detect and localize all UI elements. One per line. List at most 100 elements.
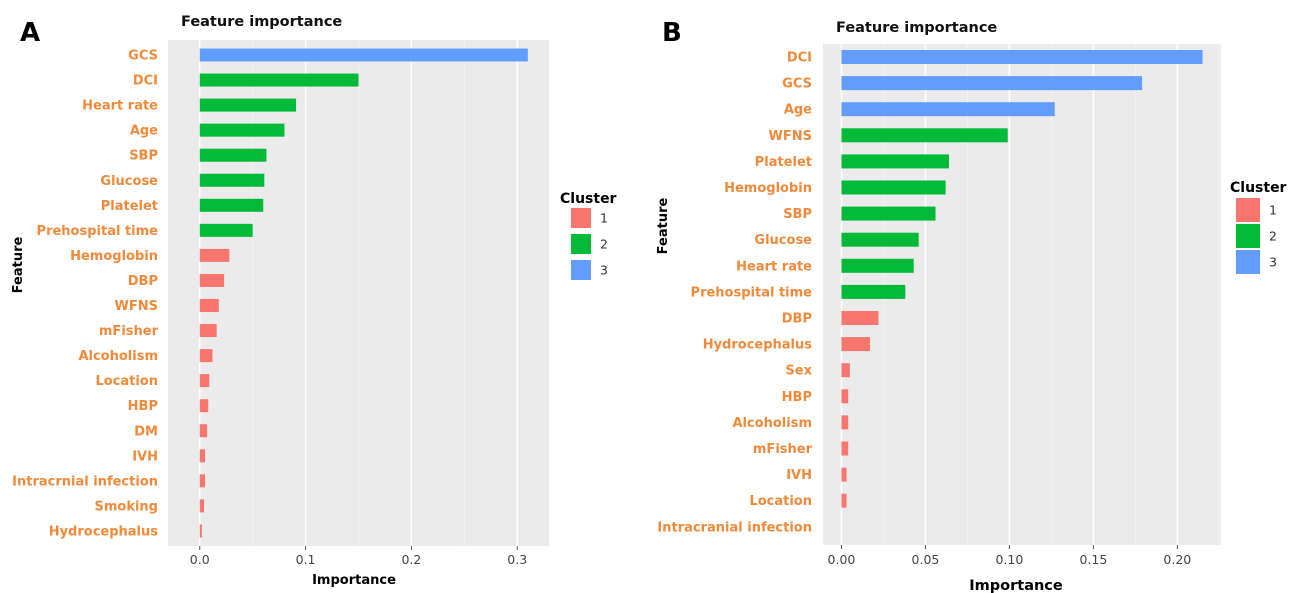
panel-a-legend-label: 1 (600, 211, 608, 226)
panel-b-x-axis-title: Importance (969, 578, 1063, 593)
panel-a-bar (199, 48, 528, 62)
panel-a-legend: Cluster 1 2 3 (560, 191, 617, 280)
panel-b-feature-label: WFNS (769, 129, 812, 144)
panel-b-feature-label: Location (749, 494, 812, 509)
panel-a-legend-swatch (571, 234, 591, 254)
panel-a-legend-title: Cluster (560, 191, 617, 207)
panel-a-feature-label: Platelet (101, 199, 158, 214)
panel-a-feature-label: DM (134, 424, 158, 439)
panel-b-feature-label: Hydrocephalus (703, 338, 813, 353)
panel-a-letter: A (20, 18, 40, 48)
panel-b-bar (841, 441, 849, 456)
panel-b-bar (841, 258, 914, 273)
panel-a: A Feature importance GCS DCI Heart rate Age… (11, 14, 617, 588)
panel-b-x-tick-label: 0.15 (1079, 552, 1107, 567)
panel-a-bar (199, 299, 219, 312)
panel-a-y-axis-title: Feature (11, 236, 26, 293)
panel-a-x-tick-label: 0.0 (190, 552, 210, 567)
panel-b-feature-label: Intracranial infection (657, 520, 812, 535)
panel-a-feature-label: Hemoglobin (70, 249, 158, 264)
panel-a-bar (199, 349, 213, 363)
panel-b-y-axis-title: Feature (656, 197, 671, 254)
panel-b-bars (841, 50, 1203, 508)
panel-b-feature-label: IVH (786, 468, 812, 483)
panel-b-bar (841, 180, 946, 195)
panel-a-feature-label: Age (130, 124, 158, 139)
panel-b-x-tick-label: 0.00 (828, 552, 856, 567)
panel-b-legend-label: 2 (1269, 229, 1277, 244)
panel-b-feature-label: Hemoglobin (724, 181, 812, 196)
panel-b-feature-label: HBP (782, 390, 812, 405)
panel-b-bar (841, 206, 936, 221)
panel-a-feature-label: Glucose (100, 174, 158, 189)
panel-a-x-ticks: 0.0 0.1 0.2 0.3 (190, 546, 527, 567)
panel-b-letter: B (662, 18, 682, 48)
panel-a-legend-label: 3 (600, 263, 608, 278)
panel-a-feature-label: Location (95, 374, 158, 389)
panel-b-feature-label: DBP (782, 312, 812, 327)
panel-a-legend-swatch (571, 260, 591, 280)
panel-b-bar (841, 284, 906, 299)
panel-b-bar (841, 389, 849, 404)
panel-a-bar (199, 73, 359, 87)
panel-a-feature-label: WFNS (115, 299, 158, 314)
panel-b-feature-label: SBP (783, 207, 812, 222)
panel-a-bar (199, 324, 217, 338)
panel-b-feature-label: Prehospital time (691, 285, 813, 300)
panel-a-feature-label: Heart rate (82, 99, 158, 114)
panel-a-feature-label: DCI (133, 74, 158, 89)
panel-a-x-tick-label: 0.3 (507, 552, 527, 567)
panel-a-bar (199, 424, 208, 438)
panel-b-bar (841, 363, 850, 378)
panel-b-bar (841, 337, 871, 352)
panel-b-bar (841, 50, 1203, 64)
panel-b-feature-label: Heart rate (736, 259, 812, 274)
panel-b-x-ticks: 0.00 0.05 0.10 0.15 0.20 (828, 545, 1191, 567)
panel-b-legend-swatch (1236, 198, 1260, 222)
panel-a-bar (199, 374, 210, 388)
panel-b-legend-label: 1 (1269, 203, 1277, 218)
panel-a-feature-label: Prehospital time (37, 224, 159, 239)
panel-a-bar (199, 499, 204, 513)
panel-a-feature-labels: GCS DCI Heart rate Age SBP Glucose Platelet Pre… (12, 49, 158, 540)
panel-a-bar (199, 98, 297, 112)
panel-a-bar (199, 123, 285, 137)
panel-b-feature-label: Alcoholism (732, 416, 812, 431)
panel-a-legend-swatch (571, 208, 591, 228)
panel-a-bar (199, 223, 253, 237)
panel-b-bar (841, 415, 849, 430)
panel-b-x-tick-label: 0.20 (1163, 552, 1191, 567)
panel-a-feature-label: GCS (128, 49, 158, 64)
panel-a-legend-label: 2 (600, 237, 608, 252)
panel-b-legend: Cluster 1 2 3 (1230, 180, 1287, 274)
panel-a-bar (199, 148, 267, 162)
panel-b-feature-label: Age (784, 103, 812, 118)
panel-a-bar (199, 248, 230, 262)
panel-a-feature-label: mFisher (99, 324, 159, 339)
panel-b-feature-label: GCS (782, 77, 812, 92)
panel-b-legend-swatch (1236, 250, 1260, 274)
panel-a-feature-label: Smoking (94, 499, 158, 514)
panel-b-x-tick-label: 0.05 (912, 552, 940, 567)
panel-a-bar (199, 399, 209, 413)
panel-b-feature-labels: DCI GCS Age WFNS Platelet Hemoglobin SBP Glucos… (657, 51, 812, 536)
panel-b-bar (841, 76, 1143, 91)
panel-a-bar (199, 524, 202, 538)
panel-b-legend-swatch (1236, 224, 1260, 248)
panel-b-title: Feature importance (836, 20, 997, 36)
panel-a-bars (199, 48, 528, 538)
panel-a-bar (199, 449, 206, 463)
panel-a-feature-label: SBP (129, 149, 158, 164)
panel-a-bar (199, 173, 265, 187)
panel-a-feature-label: Intracrnial infection (12, 474, 158, 489)
panel-b-x-tick-label: 0.10 (995, 552, 1023, 567)
panel-a-title: Feature importance (181, 14, 342, 30)
panel-a-bar (199, 198, 264, 212)
panel-a-bar (199, 474, 206, 488)
panel-a-feature-label: HBP (128, 399, 158, 414)
panel-a-feature-label: Alcoholism (78, 349, 158, 364)
panel-b-bar (841, 154, 949, 169)
panel-b-feature-label: mFisher (753, 442, 813, 457)
panel-b-bar (841, 128, 1008, 143)
